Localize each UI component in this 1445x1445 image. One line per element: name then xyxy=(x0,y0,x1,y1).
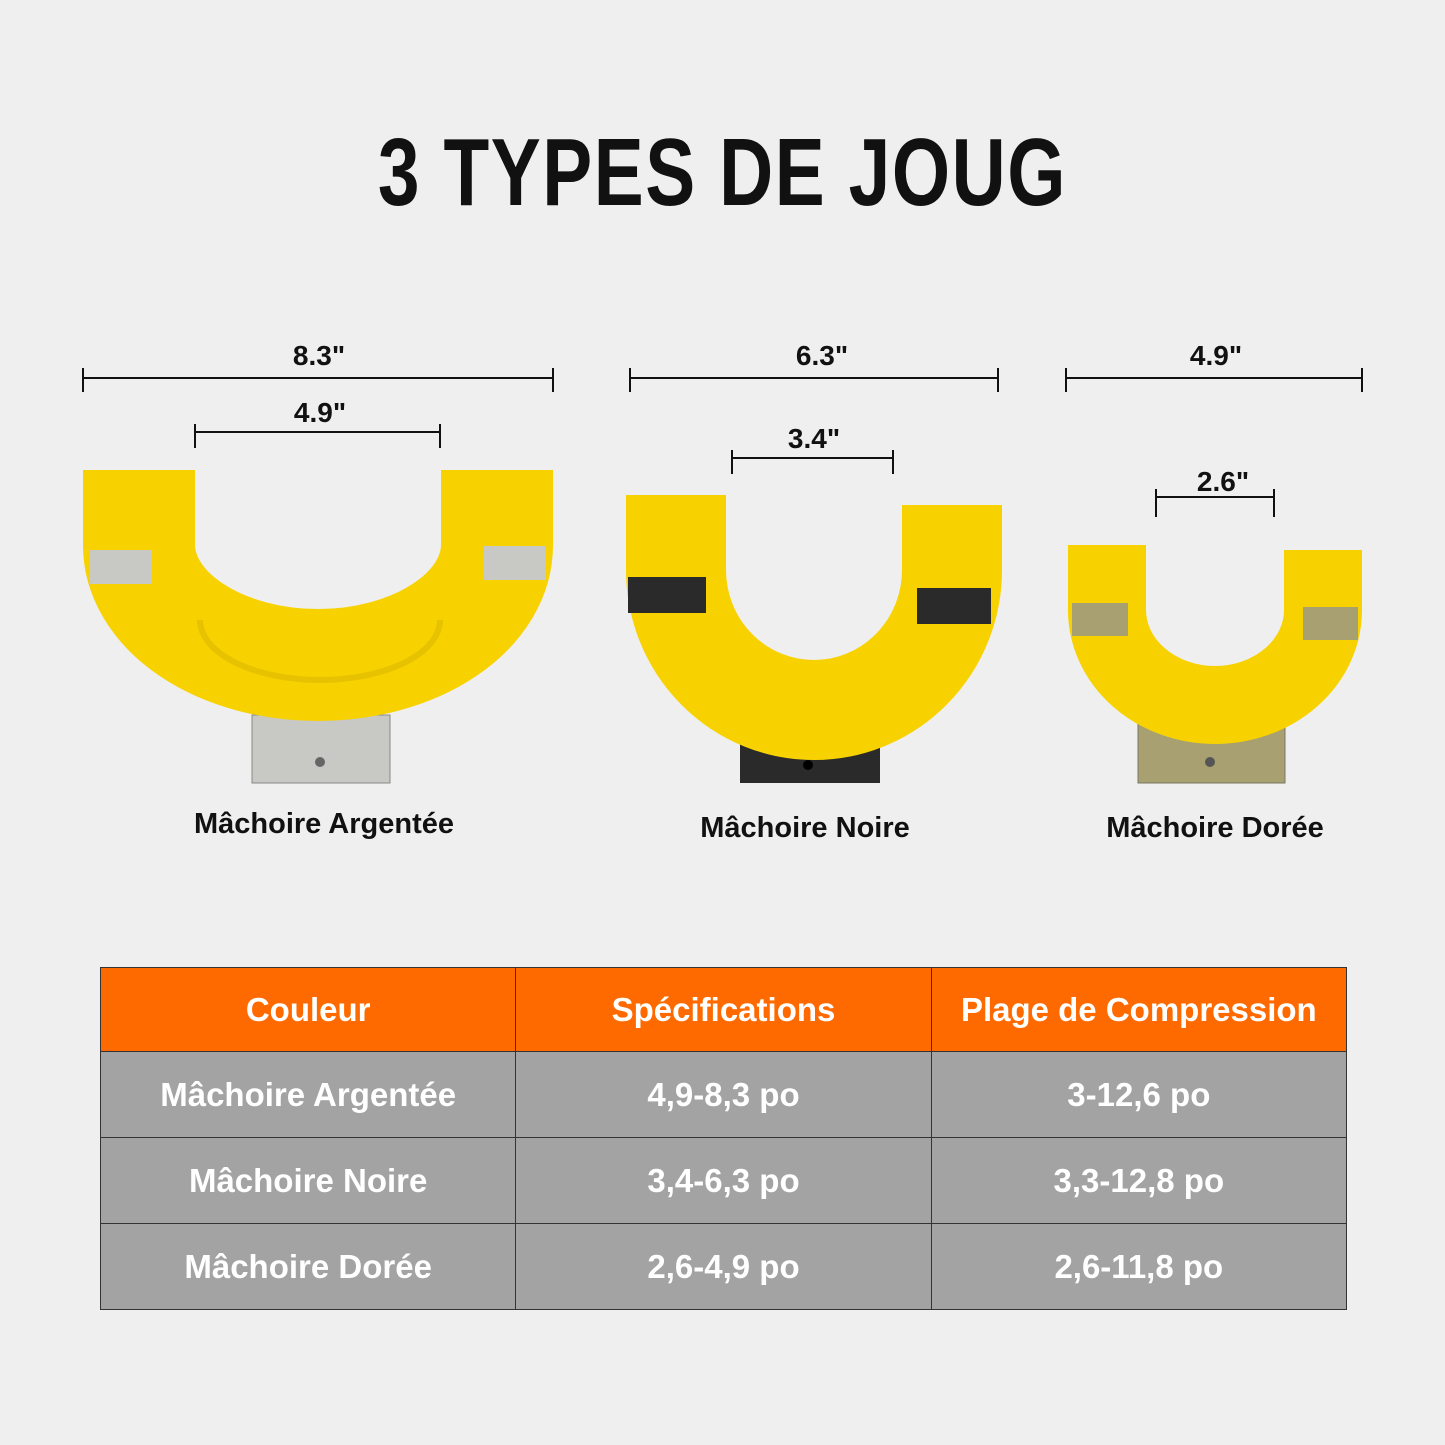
silver-inner-dimension: 4.9" xyxy=(293,397,347,428)
cell-color: Mâchoire Argentée xyxy=(99,1051,517,1138)
table-row: Mâchoire Dorée 2,6-4,9 po 2,6-11,8 po xyxy=(99,1223,1348,1310)
dim-line-gold-inner xyxy=(1155,489,1275,517)
gold-jaw-label: Mâchoire Dorée xyxy=(1106,812,1324,844)
cell-spec: 3,4-6,3 po xyxy=(515,1137,932,1224)
dim-line-black-outer xyxy=(629,368,999,392)
cell-spec: 4,9-8,3 po xyxy=(515,1051,932,1138)
dim-line-silver-outer xyxy=(82,368,554,392)
cell-range: 3-12,6 po xyxy=(930,1051,1348,1138)
gold-outer-dimension: 4.9" xyxy=(1189,340,1243,371)
cell-range: 2,6-11,8 po xyxy=(930,1223,1348,1310)
dim-line-silver-inner xyxy=(194,424,441,448)
gold-inner-dimension: 2.6" xyxy=(1196,466,1250,497)
spec-table: Couleur Spécifications Plage de Compress… xyxy=(99,967,1348,1310)
dimension-lines xyxy=(82,368,1363,517)
jaw-illustrations xyxy=(82,368,1363,784)
cell-spec: 2,6-4,9 po xyxy=(515,1223,932,1310)
header-plage: Plage de Compression xyxy=(930,967,1348,1052)
cell-color: Mâchoire Noire xyxy=(99,1137,517,1224)
black-jaw-image xyxy=(626,495,1002,783)
cell-color: Mâchoire Dorée xyxy=(99,1223,517,1310)
black-outer-dimension: 6.3" xyxy=(795,340,849,371)
table-row: Mâchoire Argentée 4,9-8,3 po 3-12,6 po xyxy=(99,1051,1348,1138)
black-inner-dimension: 3.4" xyxy=(787,423,841,454)
silver-jaw-image xyxy=(83,470,553,784)
dim-line-gold-outer xyxy=(1065,368,1363,392)
table-header-row: Couleur Spécifications Plage de Compress… xyxy=(99,967,1348,1052)
header-couleur: Couleur xyxy=(99,967,517,1052)
header-specifications: Spécifications xyxy=(515,967,932,1052)
silver-jaw-label: Mâchoire Argentée xyxy=(194,808,454,840)
silver-outer-dimension: 8.3" xyxy=(292,340,346,371)
black-jaw-label: Mâchoire Noire xyxy=(700,812,910,844)
gold-jaw-image xyxy=(1068,545,1362,784)
cell-range: 3,3-12,8 po xyxy=(930,1137,1348,1224)
table-row: Mâchoire Noire 3,4-6,3 po 3,3-12,8 po xyxy=(99,1137,1348,1224)
dim-line-black-inner xyxy=(731,450,894,474)
page-title: 3 TYPES DE JOUG xyxy=(377,119,1068,226)
